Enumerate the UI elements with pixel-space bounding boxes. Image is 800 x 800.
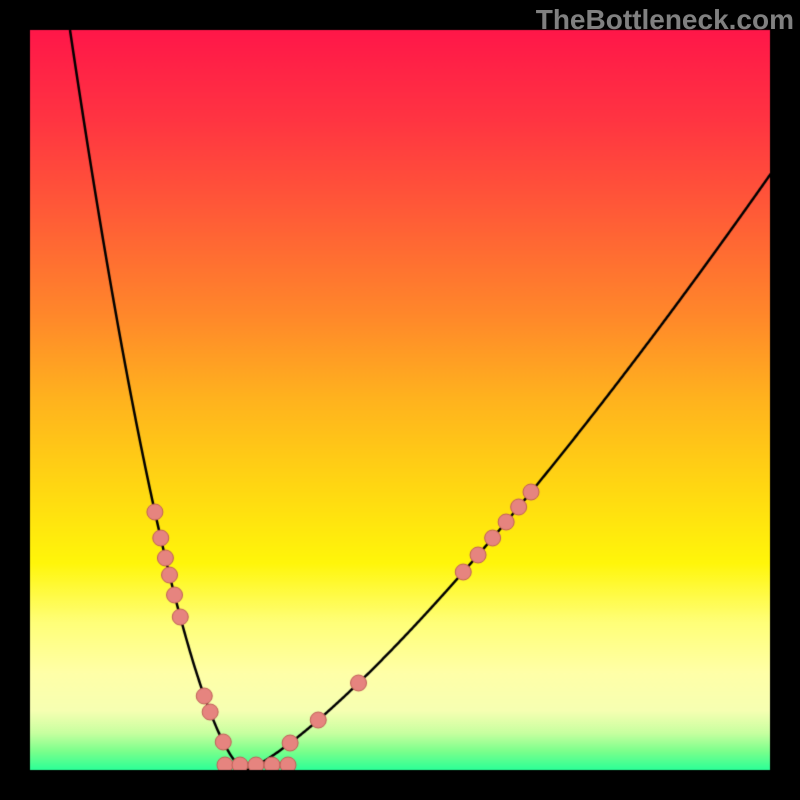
chart-canvas [0, 0, 800, 800]
bottleneck-chart: TheBottleneck.com [0, 0, 800, 800]
watermark-text: TheBottleneck.com [536, 4, 794, 36]
